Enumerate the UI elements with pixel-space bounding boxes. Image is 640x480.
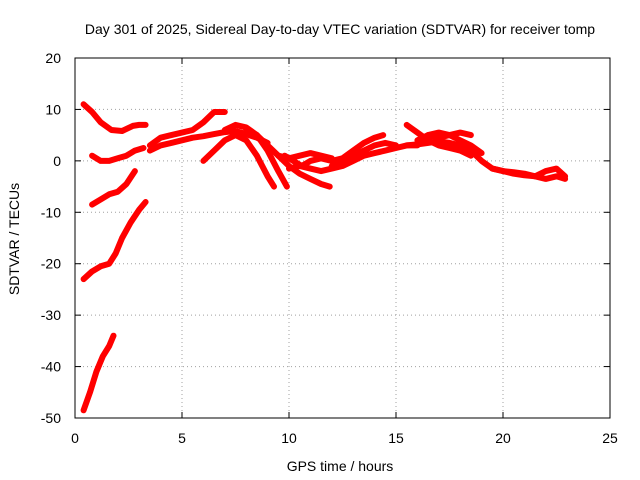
x-tick-label: 20	[495, 430, 511, 446]
series-arc-19	[425, 129, 474, 141]
x-axis-label: GPS time / hours	[287, 458, 394, 474]
series-arc-12	[281, 152, 335, 169]
y-tick-label: -30	[41, 307, 61, 323]
series-arc-7	[146, 109, 228, 149]
axis-ticks	[74, 57, 611, 419]
y-tick-label: 0	[53, 153, 61, 169]
plot-frame	[74, 57, 611, 419]
x-tick-label: 15	[388, 430, 404, 446]
data-series	[80, 101, 569, 414]
tick-labels: 0 5 10 15 20 25 -50 -40 -30 -20 -10 0 10 20	[41, 50, 618, 446]
series-arc-4	[80, 199, 149, 283]
x-tick-label: 10	[281, 430, 297, 446]
series-arc-17	[403, 121, 474, 159]
x-tick-label: 25	[602, 430, 618, 446]
series-arc-8	[200, 132, 277, 190]
y-tick-label: 10	[45, 101, 61, 117]
y-tick-label: -50	[41, 410, 61, 426]
x-tick-label: 5	[178, 430, 186, 446]
grid-lines	[75, 58, 610, 418]
series-arc-5	[80, 332, 117, 414]
y-axis-label: SDTVAR / TECUs	[6, 183, 22, 295]
y-tick-label: -40	[41, 359, 61, 375]
x-tick-label: 0	[71, 430, 79, 446]
series-arc-15	[328, 139, 399, 169]
series-arc-6	[146, 128, 271, 154]
series-arc-20	[489, 165, 569, 180]
y-tick-label: -10	[41, 204, 61, 220]
chart-title: Day 301 of 2025, Sidereal Day-to-day VTE…	[85, 21, 595, 37]
series-arc-2	[89, 145, 147, 164]
y-tick-label: -20	[41, 256, 61, 272]
y-tick-label: 20	[45, 50, 61, 66]
series-arc-3	[89, 168, 138, 208]
series-arc-1	[80, 101, 149, 134]
